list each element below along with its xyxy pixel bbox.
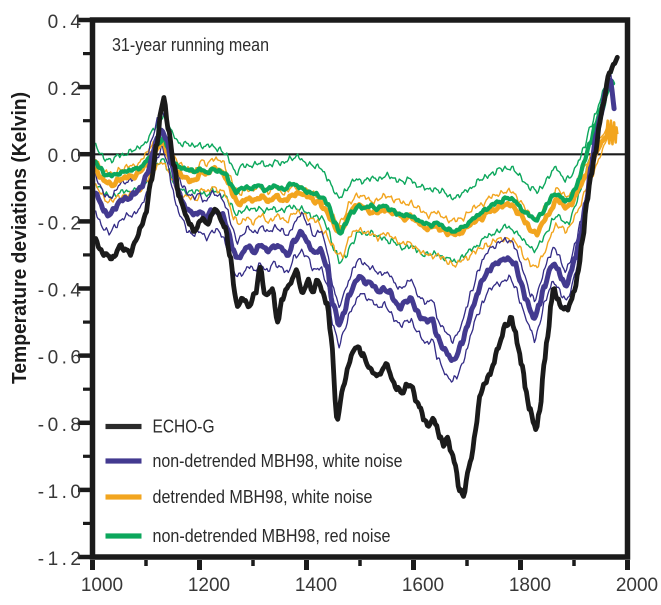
svg-text:1000: 1000 <box>81 575 123 596</box>
svg-text:detrended MBH98, white noise: detrended MBH98, white noise <box>153 487 373 507</box>
svg-text:-1.0: -1.0 <box>38 482 85 503</box>
svg-text:1200: 1200 <box>188 575 230 596</box>
svg-text:-1.2: -1.2 <box>38 549 85 570</box>
svg-text:-0.4: -0.4 <box>38 281 85 302</box>
svg-text:non-detrended MBH98, red noise: non-detrended MBH98, red noise <box>153 526 391 546</box>
svg-text:Temperature deviations (Kelvin: Temperature deviations (Kelvin) <box>9 92 31 384</box>
svg-text:0.4: 0.4 <box>48 12 85 33</box>
svg-text:2000: 2000 <box>616 575 658 596</box>
svg-text:-0.8: -0.8 <box>38 415 85 436</box>
svg-text:31-year running mean: 31-year running mean <box>112 35 269 55</box>
svg-text:0.2: 0.2 <box>48 79 85 100</box>
svg-text:1400: 1400 <box>295 575 337 596</box>
svg-text:ECHO-G: ECHO-G <box>153 417 215 437</box>
svg-text:0.0: 0.0 <box>48 146 85 167</box>
svg-text:-0.2: -0.2 <box>38 213 85 234</box>
svg-text:-0.6: -0.6 <box>38 348 85 369</box>
svg-text:1600: 1600 <box>402 575 444 596</box>
svg-text:1800: 1800 <box>509 575 551 596</box>
svg-text:non-detrended MBH98, white noi: non-detrended MBH98, white noise <box>153 451 403 471</box>
